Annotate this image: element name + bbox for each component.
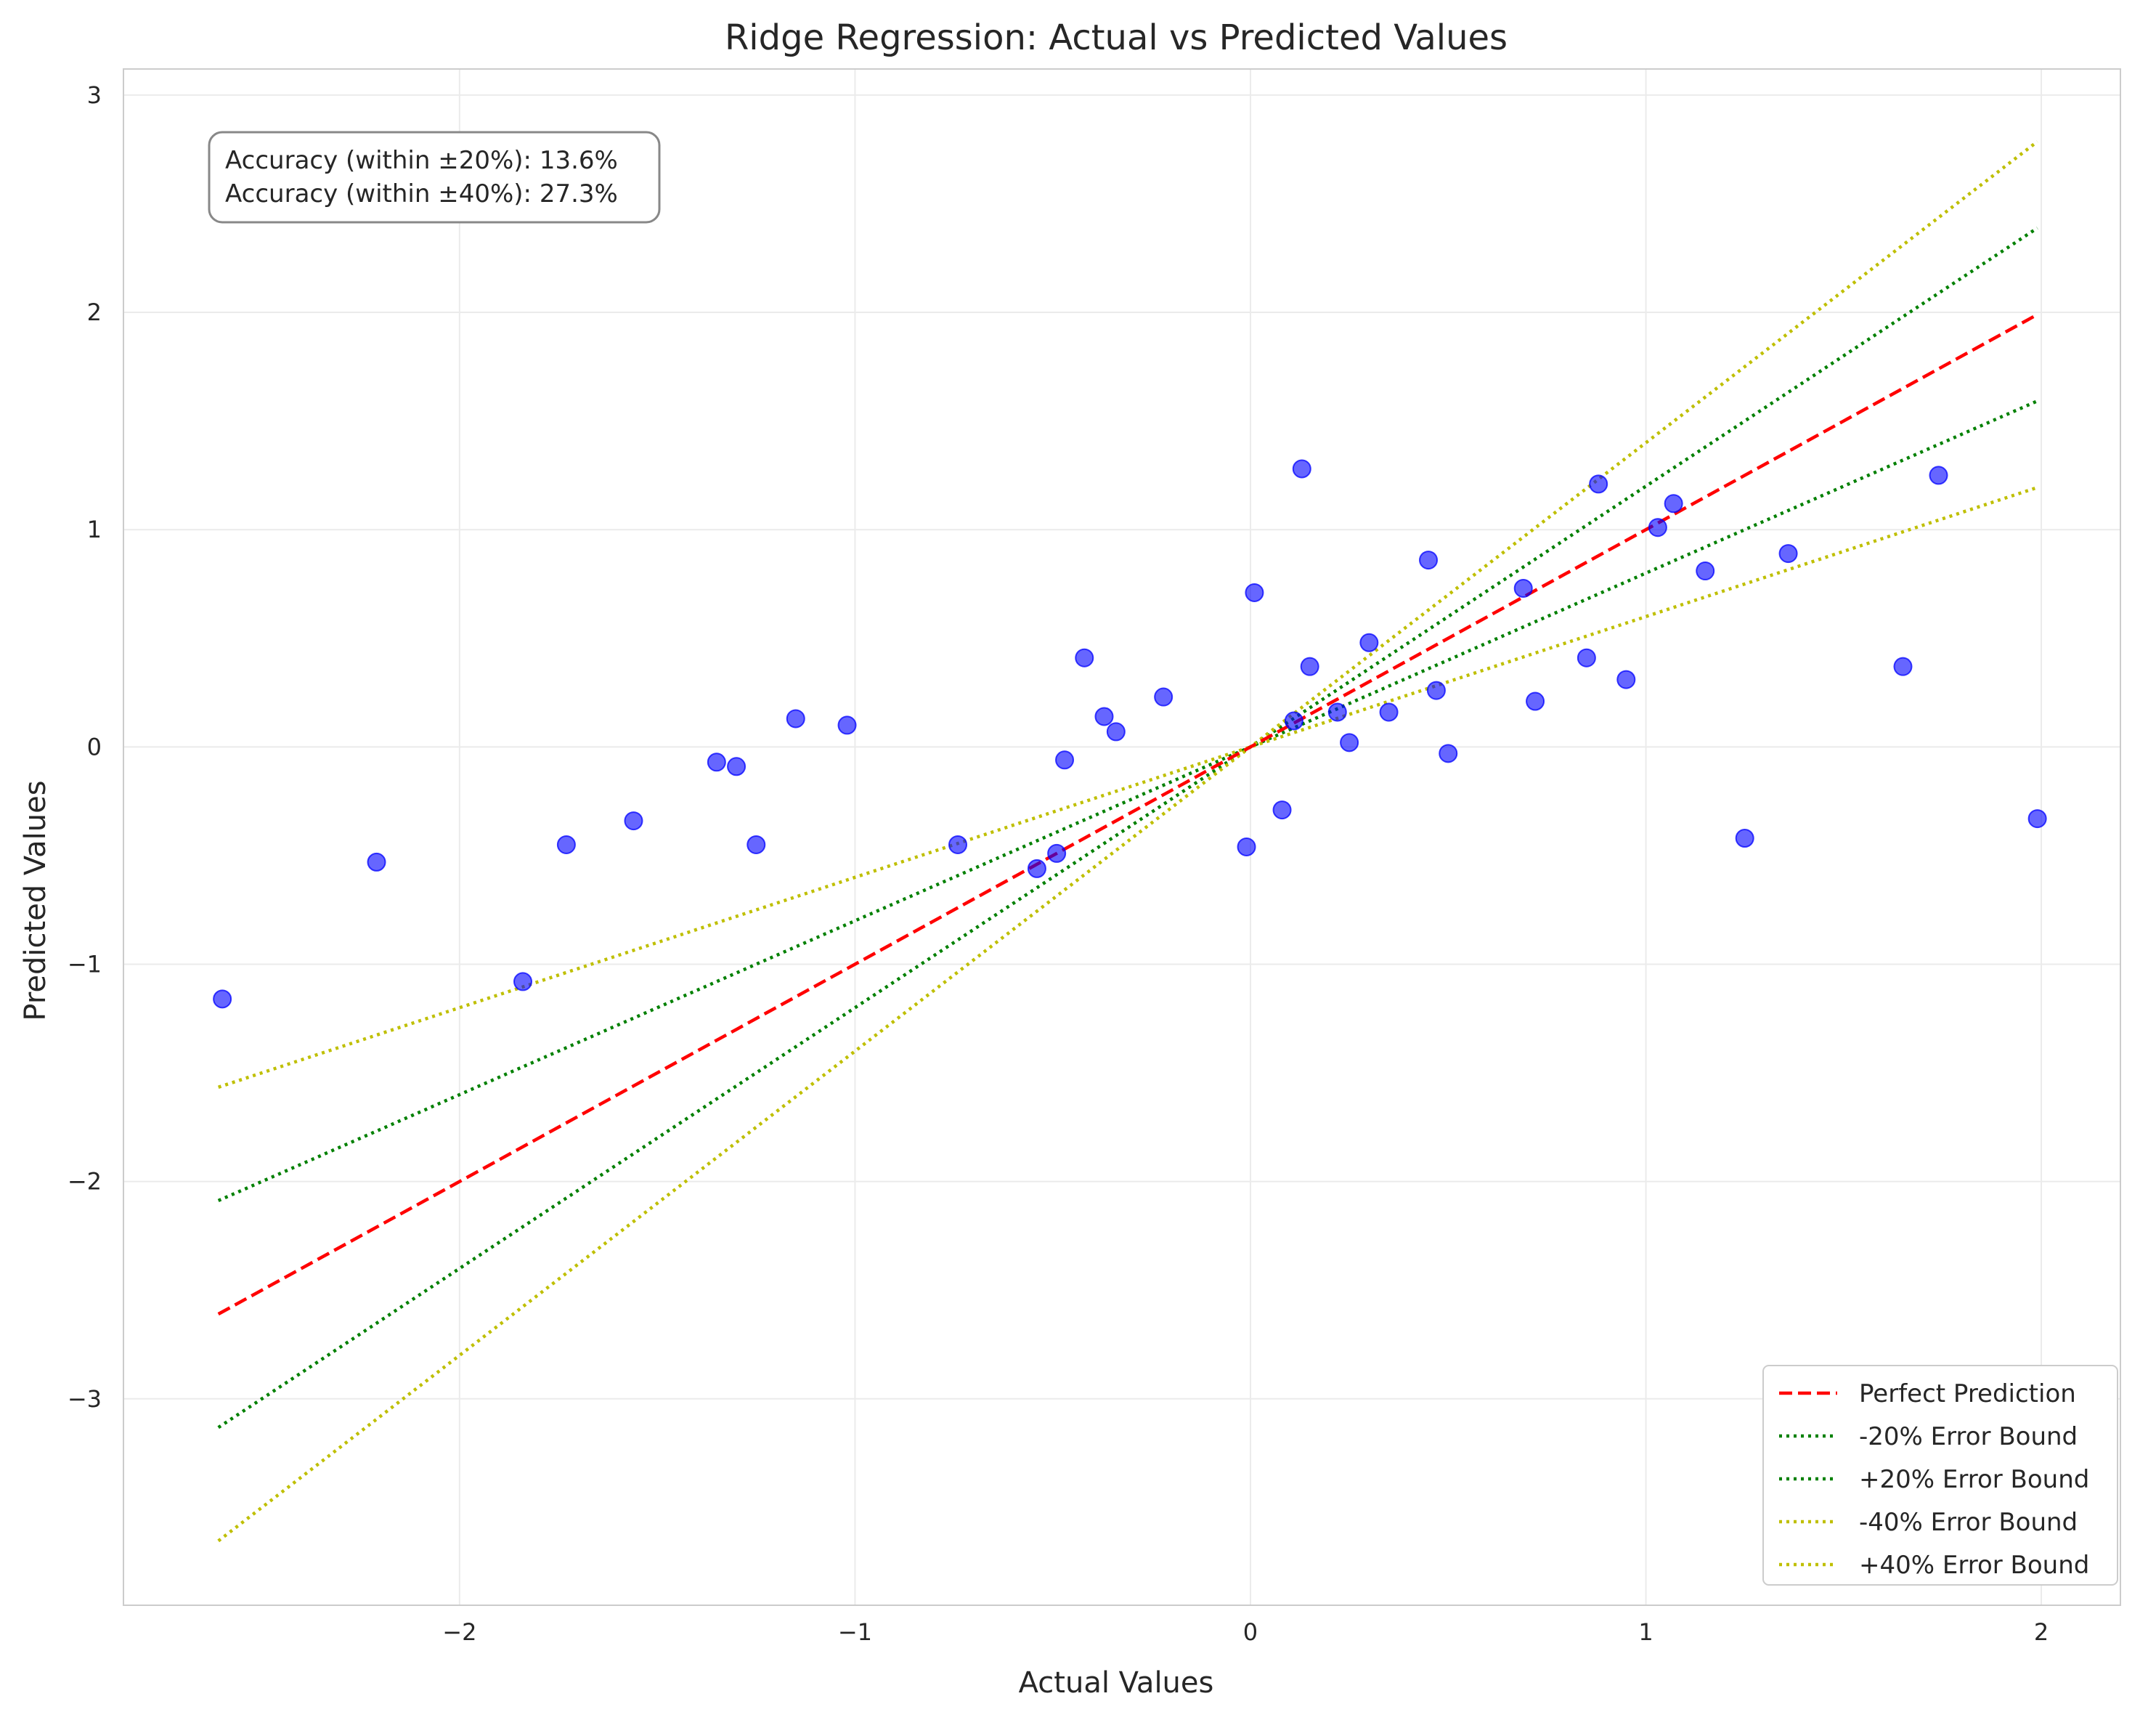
- y-tick-label: 3: [87, 81, 102, 109]
- data-point: [1929, 466, 1948, 485]
- x-axis-ticks: −2 −1 0 1 2: [442, 1618, 2049, 1646]
- data-point: [1439, 744, 1458, 763]
- chart-title: Ridge Regression: Actual vs Predicted Va…: [725, 17, 1508, 58]
- data-point: [1027, 859, 1046, 878]
- data-point: [1359, 633, 1379, 652]
- x-tick-label: −1: [838, 1618, 872, 1646]
- data-point: [1300, 657, 1319, 676]
- accuracy-annotation: Accuracy (within ±20%): 13.6% Accuracy (…: [208, 131, 661, 224]
- data-point: [1778, 544, 1798, 564]
- data-point: [1237, 837, 1256, 856]
- legend-label: +20% Error Bound: [1859, 1465, 2089, 1494]
- data-point: [1094, 707, 1114, 726]
- data-point: [1106, 722, 1126, 742]
- series-line-2: [217, 227, 2038, 1429]
- data-point: [367, 852, 386, 872]
- data-point: [513, 972, 532, 991]
- data-point: [1577, 648, 1596, 668]
- data-point: [1055, 750, 1075, 770]
- y-axis-ticks: −3 −2 −1 0 1 2 3: [68, 81, 102, 1413]
- reference-lines: [217, 140, 2039, 1543]
- data-point: [1616, 670, 1636, 689]
- data-point: [1526, 691, 1545, 711]
- y-tick-label: −1: [68, 951, 102, 978]
- y-tick-label: 0: [87, 733, 102, 760]
- x-tick-label: 1: [1638, 1618, 1653, 1646]
- data-point: [1245, 583, 1264, 602]
- data-point: [786, 709, 805, 729]
- data-point: [1327, 702, 1347, 722]
- data-point: [1272, 800, 1292, 820]
- legend-label: Perfect Prediction: [1859, 1379, 2076, 1408]
- x-tick-label: 0: [1243, 1618, 1258, 1646]
- plot-area-frame: [123, 68, 2121, 1606]
- data-point: [1589, 474, 1608, 494]
- y-tick-label: 2: [87, 299, 102, 326]
- x-tick-label: −2: [442, 1618, 476, 1646]
- data-point: [727, 757, 747, 776]
- x-axis-title: Actual Values: [1019, 1666, 1214, 1700]
- grid-lines: [123, 69, 2120, 1605]
- y-tick-label: 1: [87, 516, 102, 543]
- data-point: [1735, 828, 1754, 848]
- data-point: [1047, 843, 1067, 863]
- legend-label: -20% Error Bound: [1859, 1422, 2078, 1451]
- annotation-frame: [208, 131, 661, 224]
- data-point: [1154, 687, 1173, 707]
- legend: Perfect Prediction -20% Error Bound +20% E…: [1762, 1365, 2118, 1586]
- data-point: [1648, 518, 1667, 538]
- data-points: [213, 459, 2047, 1009]
- legend-label: -40% Error Bound: [1859, 1508, 2078, 1537]
- y-axis-title: Predicted Values: [19, 780, 52, 1021]
- data-point: [948, 835, 968, 854]
- data-point: [1696, 561, 1715, 581]
- data-point: [2027, 809, 2047, 829]
- data-point: [1075, 648, 1094, 668]
- series-line-1: [217, 399, 2038, 1203]
- legend-frame: [1762, 1365, 2118, 1586]
- series-line-0: [217, 313, 2038, 1316]
- annotation-line-20: Accuracy (within ±20%): 13.6%: [225, 146, 618, 175]
- y-tick-label: −2: [68, 1168, 102, 1196]
- annotation-line-40: Accuracy (within ±40%): 27.3%: [225, 179, 618, 208]
- data-point: [707, 752, 726, 772]
- data-point: [747, 835, 766, 854]
- data-point: [1419, 551, 1439, 570]
- legend-label: +40% Error Bound: [1859, 1551, 2089, 1580]
- series-line-4: [217, 140, 2039, 1543]
- data-point: [1284, 711, 1303, 731]
- data-point: [837, 715, 857, 735]
- y-tick-label: −3: [68, 1385, 102, 1413]
- data-point: [1340, 733, 1359, 752]
- data-point: [556, 835, 576, 854]
- data-point: [213, 989, 232, 1009]
- x-tick-label: 2: [2034, 1618, 2049, 1646]
- data-point: [1292, 459, 1311, 479]
- data-point: [1426, 681, 1446, 700]
- data-point: [1893, 657, 1913, 676]
- data-point: [1513, 578, 1533, 598]
- data-point: [1664, 494, 1683, 514]
- data-point: [624, 811, 643, 831]
- data-point: [1379, 702, 1399, 722]
